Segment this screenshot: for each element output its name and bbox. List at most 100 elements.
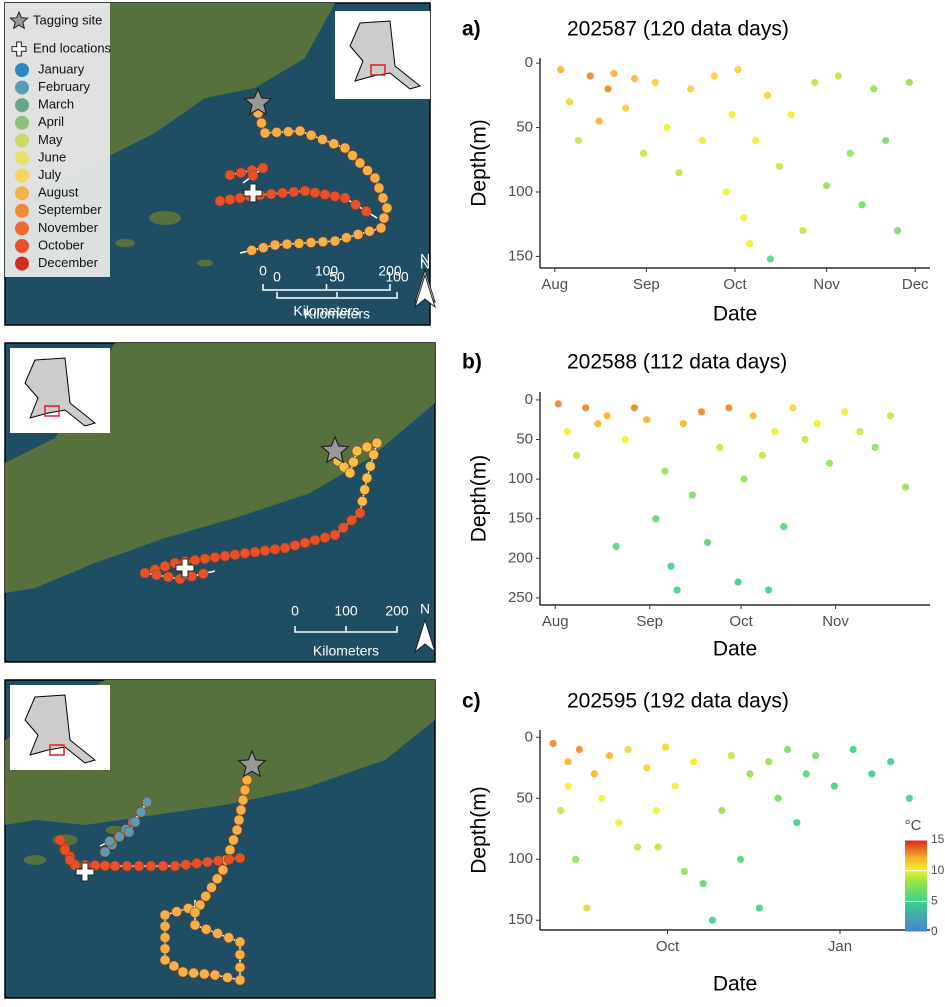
colorbar-tick-label: 0 [931, 924, 938, 938]
track-point [319, 532, 331, 543]
panel-label: b) [462, 351, 482, 374]
legend-swatch [15, 256, 29, 271]
data-point [582, 404, 590, 412]
track-point [189, 919, 201, 931]
data-point [662, 743, 670, 751]
data-point [698, 136, 707, 145]
track-point [202, 856, 213, 868]
north-arrow [414, 618, 436, 654]
track-line [239, 112, 388, 254]
data-point [749, 412, 757, 420]
legend-label: July [38, 167, 62, 182]
data-point [740, 475, 748, 483]
legend-label: November [38, 220, 99, 235]
scale-title: Kilometers [293, 303, 359, 319]
track-point [104, 836, 115, 847]
track-point [159, 932, 171, 943]
track-point [256, 117, 267, 129]
data-point [718, 806, 726, 815]
north-label: N [420, 601, 430, 617]
track-point [352, 229, 364, 240]
data-point [887, 758, 895, 766]
scale-label: 0 [291, 603, 299, 619]
track-point [239, 548, 251, 559]
data-point [755, 904, 763, 912]
data-point [574, 136, 583, 145]
data-point [679, 420, 687, 428]
data-point [858, 201, 866, 209]
data-point [716, 443, 724, 452]
scale-label: 0 [273, 269, 281, 285]
track-point [159, 943, 171, 955]
track-point [157, 860, 169, 872]
scale-title: Kilometers [304, 306, 370, 322]
data-point [595, 117, 603, 125]
track-point [59, 844, 71, 856]
data-point [774, 794, 782, 802]
x-tick-label: Dec [902, 276, 929, 293]
scale-title: Kilometers [313, 643, 379, 659]
track-point [159, 954, 171, 966]
data-point [688, 491, 696, 499]
scale-label: 200 [385, 603, 409, 619]
data-point [758, 451, 767, 459]
track-point [361, 206, 372, 217]
data-point [699, 880, 707, 888]
data-point [725, 404, 733, 412]
legend-label: End locations [33, 40, 112, 55]
track-point [213, 855, 224, 866]
inset-alaska [349, 20, 422, 90]
y-tick-label: 100 [508, 850, 533, 867]
data-point [557, 806, 565, 815]
north-arrow [414, 273, 436, 309]
data-point [787, 111, 795, 119]
data-point [697, 408, 706, 416]
y-tick-label: 150 [508, 247, 533, 264]
y-axis-title: Depth(m) [468, 455, 491, 543]
track-point [180, 859, 192, 870]
track-point [234, 936, 246, 948]
track-point [189, 907, 201, 918]
data-point [661, 467, 669, 475]
island [112, 517, 138, 529]
track-point [129, 816, 141, 828]
x-tick-label: Sep [633, 276, 660, 293]
track-point [299, 185, 311, 197]
data-point [590, 770, 598, 778]
land [5, 680, 435, 825]
data-point [564, 782, 572, 790]
data-point [811, 78, 819, 87]
track-point [344, 467, 356, 479]
map-panel: 0 100 200 Kilometers N [4, 342, 436, 663]
data-point [639, 149, 648, 157]
legend-swatch [15, 239, 29, 253]
x-tick-label: Sep [636, 613, 663, 630]
data-point [565, 98, 574, 106]
track-point [239, 784, 251, 796]
y-axis-title: Depth(m) [468, 786, 491, 874]
x-tick-label: Aug [541, 276, 568, 293]
track-point [234, 852, 246, 864]
track-point [361, 441, 373, 453]
data-point [825, 459, 834, 467]
data-point [652, 515, 660, 523]
track-point [109, 860, 121, 872]
data-point [893, 227, 902, 235]
track-point [269, 544, 281, 555]
data-point [830, 782, 838, 790]
data-point [690, 758, 698, 766]
track-point [347, 150, 358, 161]
track-point [54, 834, 66, 846]
track-point [133, 860, 145, 872]
data-point [766, 255, 775, 263]
data-point [663, 123, 671, 132]
track-point [339, 192, 351, 204]
data-point [737, 855, 745, 863]
data-point [775, 162, 783, 170]
data-point [622, 104, 630, 112]
legend-label: June [38, 149, 66, 164]
scale-label: 100 [385, 269, 409, 285]
track-point [159, 561, 171, 572]
track-point [328, 138, 340, 150]
y-tick-label: 150 [508, 911, 533, 928]
